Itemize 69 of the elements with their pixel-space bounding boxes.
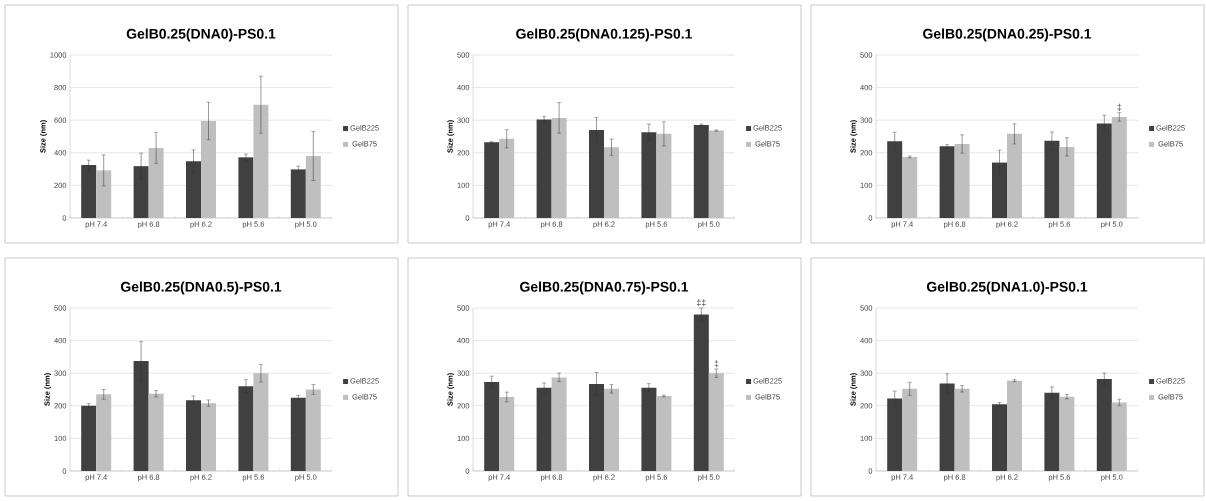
bar [238, 386, 254, 471]
bar [1059, 146, 1075, 218]
bar [693, 314, 709, 471]
bar [604, 388, 620, 471]
bar [253, 104, 269, 218]
annotation: ‡‡ [696, 299, 706, 307]
bar [133, 166, 149, 218]
bar [238, 157, 254, 218]
annotation: ‡ [1117, 103, 1122, 111]
bar [1111, 116, 1127, 218]
bar [81, 165, 97, 218]
bar [1096, 123, 1112, 218]
bar [499, 396, 515, 471]
bar [484, 381, 500, 471]
bar [305, 389, 321, 471]
bar [201, 403, 217, 471]
bar [290, 397, 306, 471]
bar [133, 361, 149, 471]
bar [1059, 396, 1075, 471]
bar [992, 404, 1008, 471]
bar [1096, 379, 1112, 471]
bar [96, 170, 112, 218]
bar [589, 129, 605, 218]
bar [992, 162, 1008, 218]
bar [81, 405, 97, 471]
chart-title: GelB0.25(DNA0.5)-PS0.1 [120, 281, 282, 295]
annotation: ‡ [714, 360, 719, 368]
bar [1007, 133, 1023, 218]
bar [305, 156, 321, 218]
chart-title: GelB0.25(DNA0.125)-PS0.1 [516, 28, 692, 42]
bar [1111, 402, 1127, 471]
bar [290, 169, 306, 218]
bar [186, 400, 202, 471]
bar [536, 119, 552, 218]
bar [96, 394, 112, 471]
bar [887, 398, 903, 471]
bar [201, 121, 217, 218]
bar [939, 383, 955, 471]
bar [1044, 392, 1060, 471]
bar [148, 147, 164, 218]
bar [536, 387, 552, 471]
bar [186, 161, 202, 218]
bar [954, 143, 970, 218]
bar [253, 373, 269, 471]
bar [551, 377, 567, 471]
bar [589, 383, 605, 471]
bar [641, 387, 657, 471]
chart-title: GelB0.25(DNA0)-PS0.1 [126, 28, 276, 42]
bar [604, 147, 620, 218]
bar [551, 117, 567, 218]
bar [693, 125, 709, 218]
bar [939, 146, 955, 218]
bar [484, 142, 500, 218]
bar [641, 132, 657, 218]
chart-title: GelB0.25(DNA0.75)-PS0.1 [520, 281, 689, 295]
bar [708, 130, 724, 218]
chart-title: GelB0.25(DNA1.0)-PS0.1 [926, 281, 1088, 295]
bar [902, 157, 918, 218]
bar [1007, 380, 1023, 471]
bar [656, 396, 672, 471]
bar [148, 393, 164, 471]
bar [954, 388, 970, 471]
bar [708, 373, 724, 471]
chart-title: GelB0.25(DNA0.25)-PS0.1 [923, 28, 1092, 42]
bar [499, 138, 515, 218]
bar [902, 388, 918, 471]
bar [887, 141, 903, 218]
bar [1044, 140, 1060, 218]
bar [656, 133, 672, 218]
